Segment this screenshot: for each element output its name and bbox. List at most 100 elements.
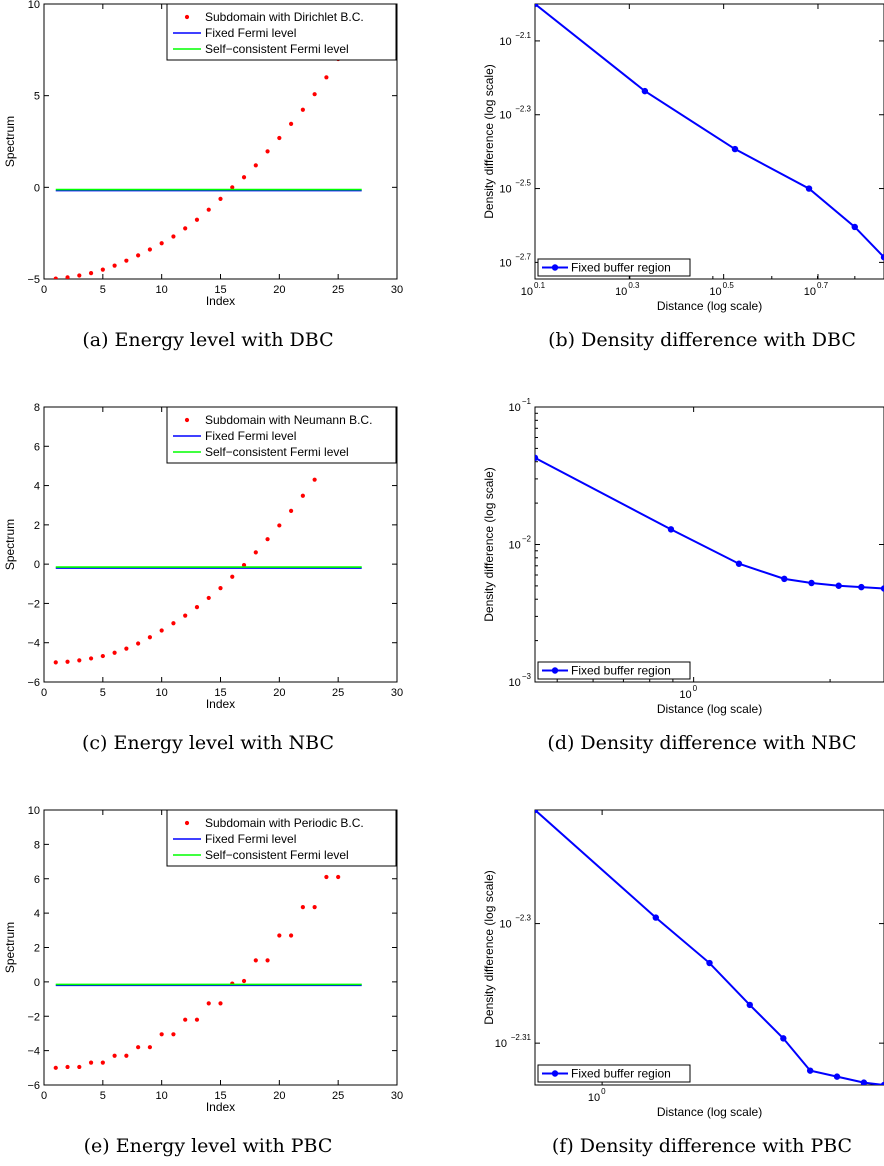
y-tick-label: −6 xyxy=(27,677,40,689)
x-tick-label: 15 xyxy=(214,687,226,699)
density-line xyxy=(535,810,884,1085)
x-axis-label: Distance (log scale) xyxy=(657,1105,762,1119)
x-axis-label: Index xyxy=(206,294,235,308)
legend-marker-swatch xyxy=(551,667,559,674)
spectrum-point xyxy=(253,958,258,963)
spectrum-point xyxy=(136,1045,141,1050)
panel-b: 100.1100.3100.5100.7−2.110−2.310−2.510−2… xyxy=(482,3,884,351)
spectrum-point xyxy=(159,628,164,633)
y-tick-exponent: −2.5 xyxy=(515,179,531,188)
spectrum-point xyxy=(194,605,200,610)
density-marker xyxy=(535,4,539,8)
spectrum-point xyxy=(124,646,129,651)
y-axis-label: Density difference (log scale) xyxy=(482,870,496,1025)
x-axis-label: Index xyxy=(206,1100,235,1114)
x-tick-label: 20 xyxy=(273,284,285,296)
y-axis-label: Density difference (log scale) xyxy=(482,467,496,622)
spectrum-point xyxy=(124,1053,129,1058)
y-tick-exponent: −1 xyxy=(522,397,532,406)
spectrum-point xyxy=(194,217,200,222)
x-tick-label: 5 xyxy=(100,284,106,296)
y-tick-exponent: −3 xyxy=(522,672,532,681)
spectrum-point xyxy=(171,1032,176,1037)
spectrum-point xyxy=(300,493,305,498)
spectrum-point xyxy=(289,121,294,126)
spectrum-point xyxy=(147,1045,152,1050)
x-tick-label: 30 xyxy=(391,284,403,296)
spectrum-point xyxy=(183,1017,188,1022)
spectrum-point xyxy=(277,523,282,528)
spectrum-point xyxy=(171,621,176,626)
panel-e: 0 5 10 15 20 25 30 −6 −4 −2 0 2 4 6 8 10 Index Spectrum Su… xyxy=(3,805,403,1157)
axes-box xyxy=(534,3,884,280)
spectrum-point xyxy=(65,659,70,664)
density-marker xyxy=(833,1073,841,1080)
spectrum-point xyxy=(147,635,152,640)
x-tick-label: 20 xyxy=(273,687,285,699)
spectrum-point xyxy=(171,234,176,239)
spectrum-point xyxy=(112,263,117,268)
y-tick-label: −5 xyxy=(27,274,40,286)
legend-box xyxy=(537,1064,691,1083)
spectrum-point xyxy=(265,537,270,542)
axes-box xyxy=(534,809,884,1086)
y-tick-label: 5 xyxy=(34,91,40,103)
density-marker xyxy=(880,254,884,261)
x-axis-label: Distance (log scale) xyxy=(657,299,762,313)
spectrum-point xyxy=(230,185,235,190)
spectrum-point xyxy=(88,1060,94,1065)
x-tick-label: 25 xyxy=(332,284,344,296)
spectrum-point xyxy=(206,207,211,212)
x-tick-base: 10 xyxy=(521,286,533,298)
y-tick-label: 10 xyxy=(28,805,40,817)
spectrum-point xyxy=(241,978,247,984)
density-marker xyxy=(781,575,788,583)
legend-label: Subdomain with Neumann B.C. xyxy=(205,413,372,427)
spectrum-point xyxy=(312,905,317,910)
x-tick-label: 15 xyxy=(214,1090,226,1102)
y-tick-label: −6 xyxy=(27,1080,40,1092)
y-tick-label: 6 xyxy=(34,441,40,453)
x-tick-label: 10 xyxy=(156,284,168,296)
x-tick-label: 15 xyxy=(214,284,226,296)
density-marker xyxy=(746,1001,753,1009)
legend-box xyxy=(537,258,691,277)
y-tick-label: 8 xyxy=(34,402,40,414)
legend-marker-swatch xyxy=(551,264,559,271)
spectrum-point xyxy=(159,241,164,246)
y-tick-label: −2 xyxy=(27,1011,40,1023)
density-marker xyxy=(652,914,660,921)
spectrum-point xyxy=(77,1064,82,1070)
spectrum-point xyxy=(277,933,282,938)
x-tick-base: 10 xyxy=(679,689,691,701)
y-tick-label: −4 xyxy=(27,1046,40,1058)
legend-label: Fixed Fermi level xyxy=(205,26,296,40)
x-tick-label: 25 xyxy=(332,687,344,699)
density-marker xyxy=(780,1035,787,1042)
spectrum-point xyxy=(65,1064,70,1070)
density-marker xyxy=(535,810,539,814)
spectrum-point xyxy=(218,586,223,591)
y-tick-exponent: −2.3 xyxy=(515,105,531,114)
x-tick-label: 5 xyxy=(100,687,106,699)
density-marker xyxy=(735,560,743,567)
spectrum-point xyxy=(289,933,294,938)
spectrum-point xyxy=(88,271,94,276)
density-marker xyxy=(851,223,858,231)
y-tick-base: 10 xyxy=(499,919,511,931)
x-tick-label: 10 xyxy=(156,687,168,699)
density-marker xyxy=(731,145,739,153)
y-tick-label: 2 xyxy=(34,520,40,532)
density-marker xyxy=(880,1081,884,1085)
density-marker xyxy=(641,87,649,95)
y-tick-label: −4 xyxy=(27,638,40,650)
spectrum-point xyxy=(289,508,294,514)
spectrum-point xyxy=(253,550,258,555)
panel-caption: (d) Density difference with NBC xyxy=(547,732,856,754)
x-tick-label: 10 xyxy=(156,1090,168,1102)
legend-point-swatch xyxy=(184,14,190,20)
legend-box xyxy=(537,661,691,680)
x-tick-label: 5 xyxy=(100,1090,106,1102)
density-marker xyxy=(835,582,842,589)
